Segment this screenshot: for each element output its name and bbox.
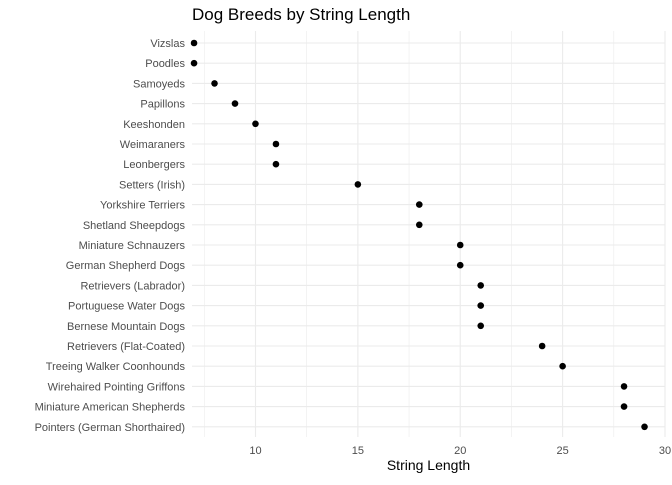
data-point xyxy=(559,362,566,370)
x-tick-label: 10 xyxy=(249,445,261,457)
x-tick-label: 15 xyxy=(352,445,364,457)
data-point xyxy=(415,201,423,208)
data-point xyxy=(641,423,648,431)
data-point xyxy=(477,322,485,330)
data-point xyxy=(272,160,280,168)
y-axis-tick-labels: Vizslas Poodles Samoyeds Papillons Keeshonde… xyxy=(35,38,186,434)
y-tick-label: German Shepherd Dogs xyxy=(66,260,186,272)
minor-gridlines xyxy=(203,31,615,437)
major-gridlines xyxy=(192,31,666,437)
data-point xyxy=(538,342,546,350)
y-tick-label: Vizslas xyxy=(150,38,185,50)
data-point xyxy=(620,403,628,410)
data-point xyxy=(620,383,628,390)
data-point xyxy=(354,181,362,188)
data-point xyxy=(252,120,259,128)
y-tick-label: Pointers (German Shorthaired) xyxy=(35,422,185,434)
x-axis-title: String Length xyxy=(387,457,470,473)
data-points xyxy=(190,39,648,431)
data-point xyxy=(456,261,464,269)
data-point xyxy=(477,302,485,309)
y-tick-label: Retrievers (Flat-Coated) xyxy=(67,341,185,353)
data-point xyxy=(211,80,218,87)
y-tick-label: Treeing Walker Coonhounds xyxy=(46,361,186,373)
y-tick-label: Miniature Schnauzers xyxy=(79,240,186,252)
y-tick-label: Yorkshire Terriers xyxy=(100,200,185,212)
x-tick-label: 20 xyxy=(454,445,466,457)
y-tick-label: Retrievers (Labrador) xyxy=(80,280,185,292)
y-tick-label: Keeshonden xyxy=(123,119,185,131)
y-tick-label: Papillons xyxy=(140,99,185,111)
chart-title: Dog Breeds by String Length xyxy=(192,5,410,24)
data-point xyxy=(477,282,485,289)
y-tick-label: Shetland Sheepdogs xyxy=(83,220,186,232)
data-point xyxy=(415,221,423,229)
x-tick-label: 25 xyxy=(556,445,568,457)
y-tick-label: Setters (Irish) xyxy=(119,179,185,191)
data-point xyxy=(190,39,198,47)
data-point xyxy=(272,140,280,148)
data-point xyxy=(190,59,198,67)
y-tick-label: Samoyeds xyxy=(133,78,185,90)
y-tick-label: Miniature American Shepherds xyxy=(35,402,186,414)
y-tick-label: Leonbergers xyxy=(123,159,185,171)
data-point xyxy=(231,100,239,107)
data-point xyxy=(456,241,464,249)
x-tick-label: 30 xyxy=(659,445,671,457)
y-tick-label: Bernese Mountain Dogs xyxy=(67,321,186,333)
x-axis-tick-labels: 10 15 20 25 30 xyxy=(249,445,671,457)
y-tick-label: Poodles xyxy=(145,58,185,70)
y-tick-label: Wirehaired Pointing Griffons xyxy=(48,381,186,393)
y-tick-label: Weimaraners xyxy=(120,139,186,151)
y-tick-label: Portuguese Water Dogs xyxy=(68,301,185,313)
